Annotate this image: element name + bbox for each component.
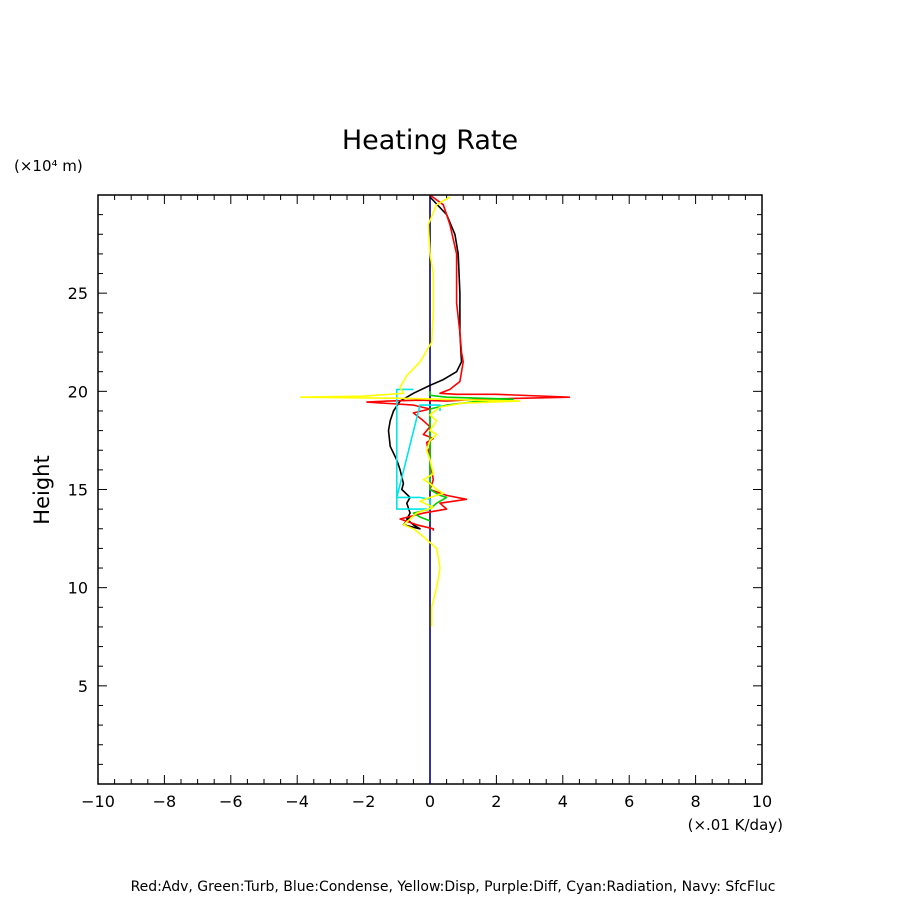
plot-frame: [97, 194, 763, 785]
series-line-5: [299, 196, 521, 627]
series-line-4: [395, 388, 441, 510]
x-tick-label: −8: [153, 792, 177, 811]
x-tick-label: 2: [491, 792, 501, 811]
y-tick-label: 5: [78, 677, 88, 696]
chart-title: Heating Rate: [342, 125, 518, 156]
x-tick-labels: −10 −8 −6 −4 −2 0 2 4 6 8 10: [81, 792, 772, 811]
series-line-1: [387, 196, 463, 530]
y-axis-label: Height: [30, 455, 54, 524]
x-tick-label: −4: [285, 792, 309, 811]
legend-text: Red:Adv, Green:Turb, Blue:Condense, Yell…: [131, 879, 776, 895]
x-tick-label: 10: [752, 792, 772, 811]
x-tick-label: −6: [219, 792, 243, 811]
y-tick-labels: 5 10 15 20 25: [68, 284, 88, 696]
y-tick-label: 20: [68, 382, 88, 401]
x-tick-label: −2: [352, 792, 376, 811]
x-tick-label: 6: [624, 792, 634, 811]
x-tick-label: 4: [558, 792, 568, 811]
data-series: [299, 194, 571, 784]
axis-ticks: [97, 195, 763, 784]
x-tick-label: 0: [425, 792, 435, 811]
y-tick-label: 15: [68, 481, 88, 500]
x-axis-unit: (×.01 K/day): [688, 816, 783, 834]
x-tick-label: 8: [691, 792, 701, 811]
x-tick-label: −10: [81, 792, 115, 811]
y-tick-label: 25: [68, 284, 88, 303]
y-tick-label: 10: [68, 579, 88, 598]
y-axis-unit: (×10⁴ m): [14, 157, 83, 175]
series-line-2: [366, 194, 571, 531]
